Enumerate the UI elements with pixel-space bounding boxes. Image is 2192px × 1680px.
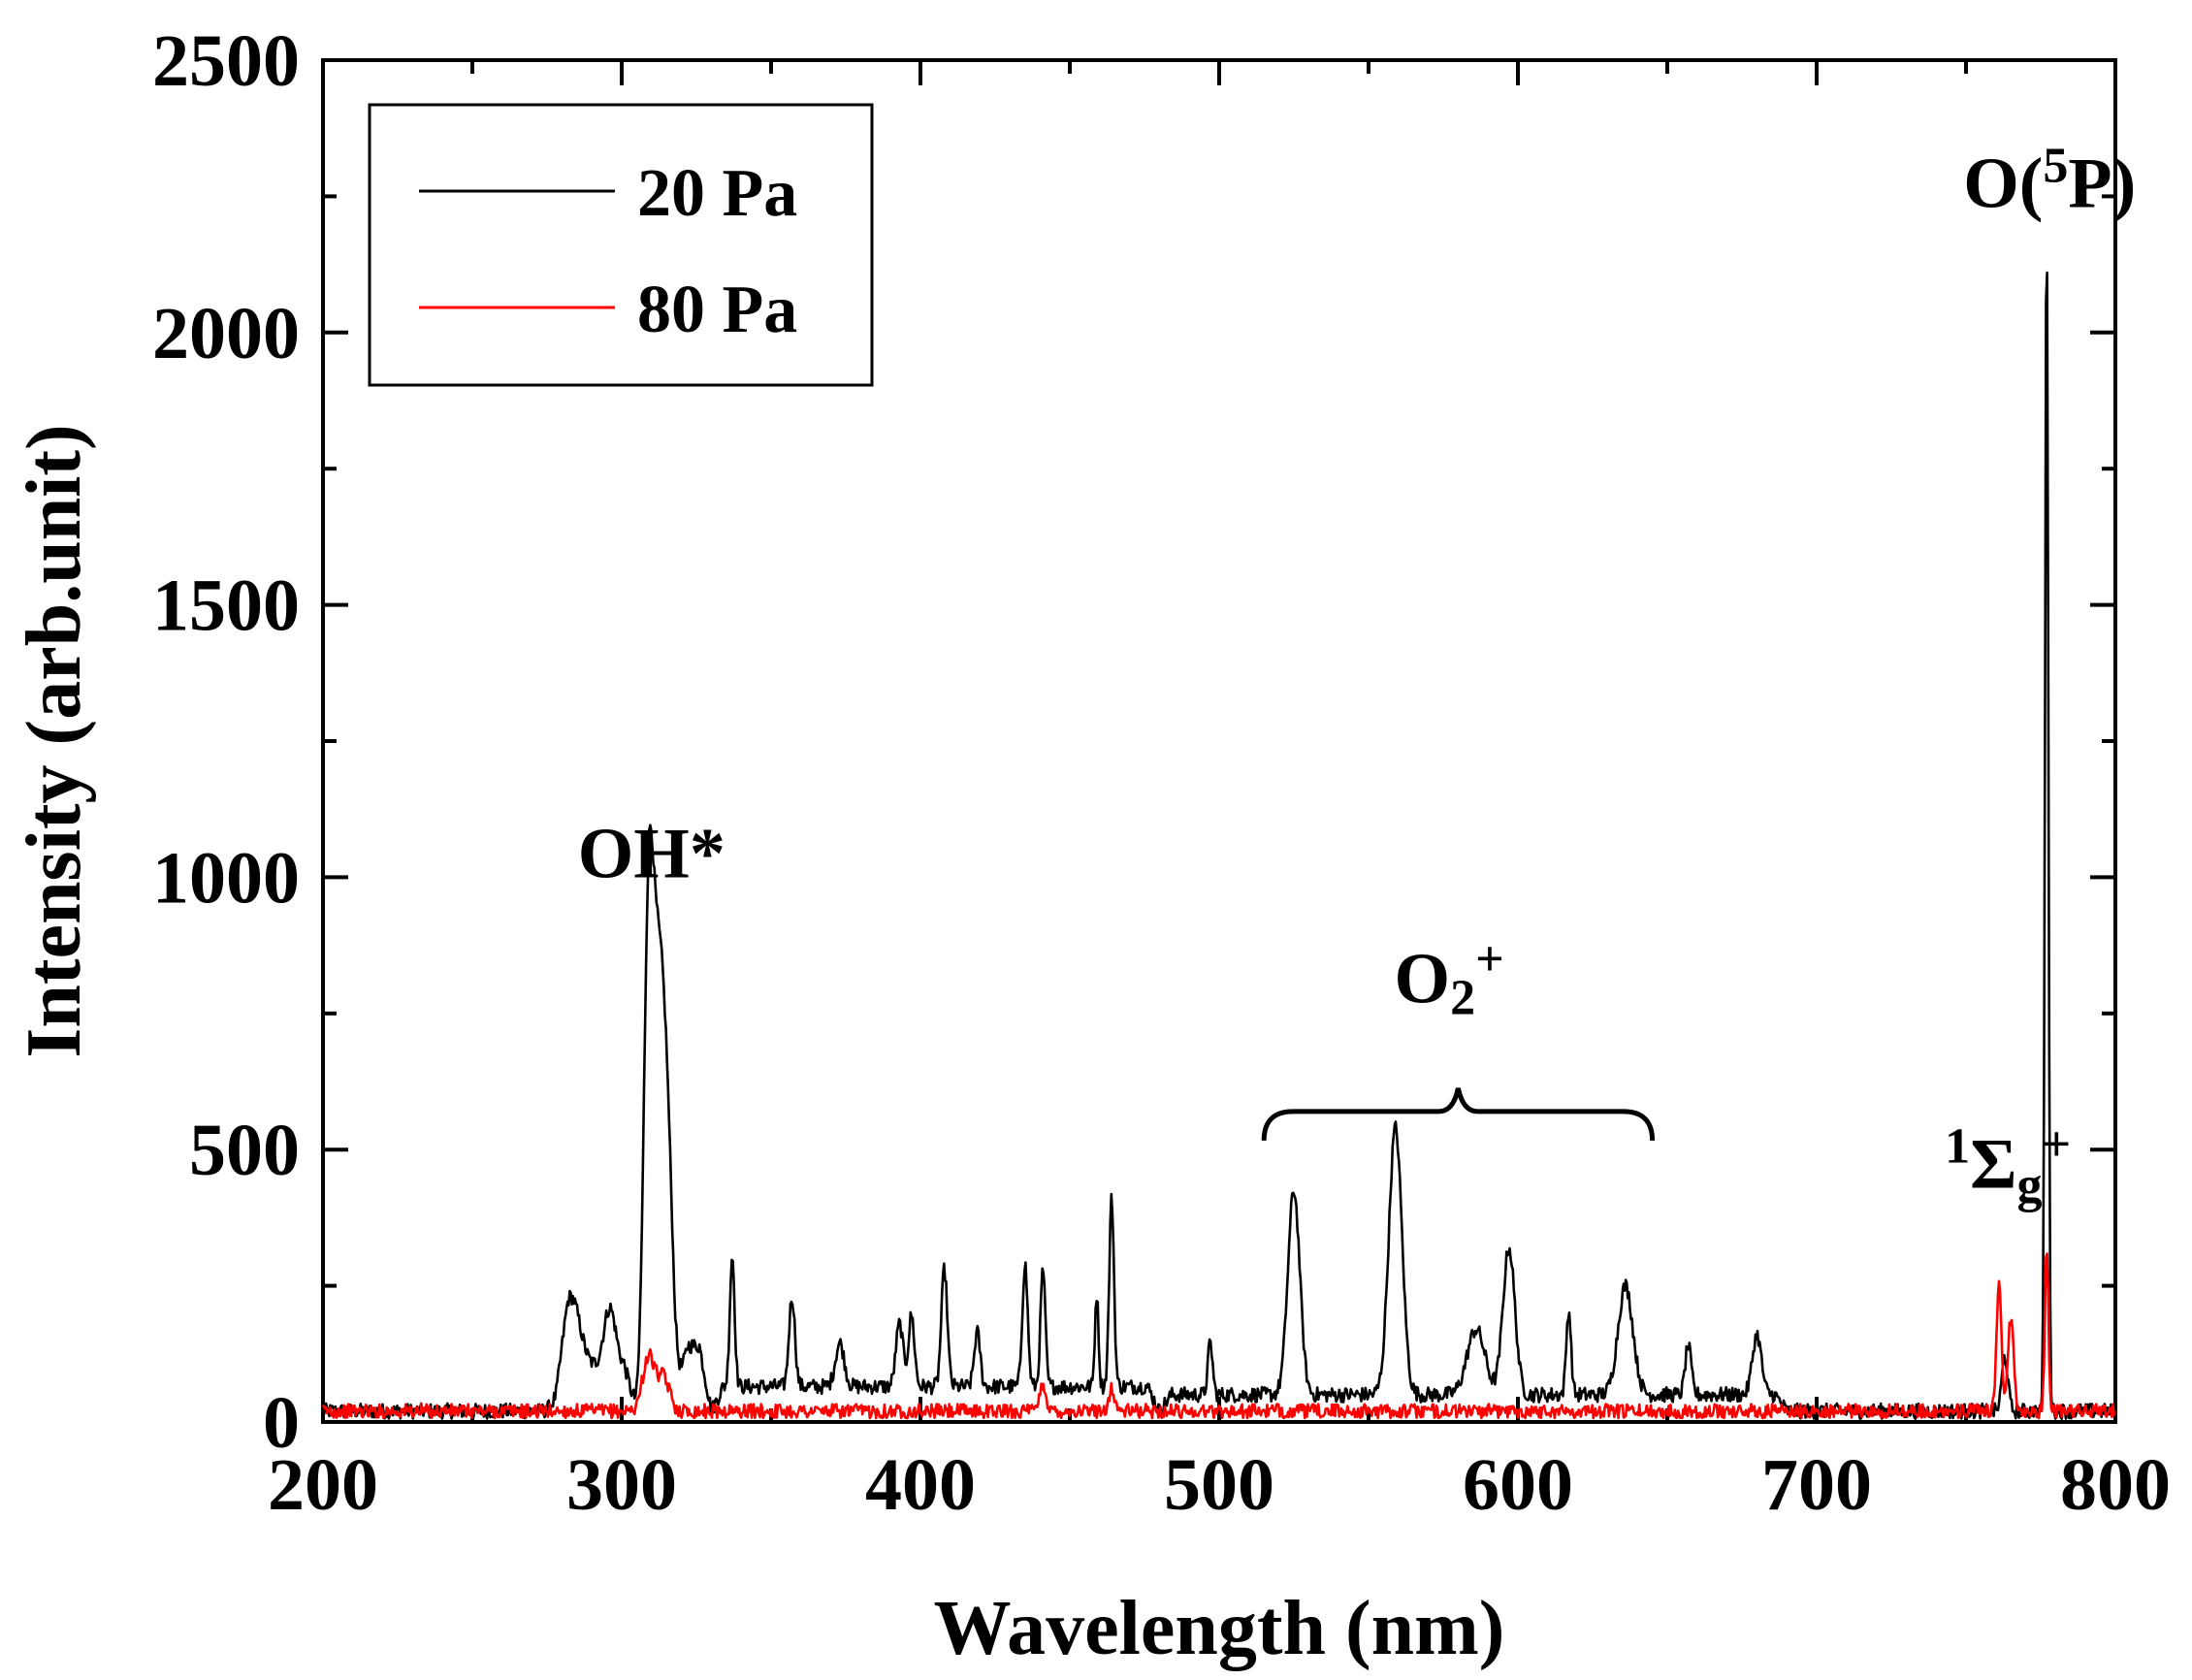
y-tick-label: 1000 — [152, 837, 300, 919]
legend-label-80pa: 80 Pa — [637, 273, 797, 347]
x-tick-label: 700 — [1761, 1444, 1872, 1526]
annotation-sigma: 1Σg+ — [1945, 1117, 2071, 1213]
legend-box — [368, 103, 874, 387]
y-tick-label: 2000 — [152, 293, 300, 374]
y-tick-label: 500 — [189, 1110, 300, 1191]
annotation-o2plus: O2+ — [1395, 932, 1504, 1026]
y-tick-label: 0 — [263, 1382, 300, 1464]
y-tick-label: 1500 — [152, 565, 300, 647]
x-tick-label: 500 — [1164, 1444, 1274, 1526]
y-axis-title: Intensity (arb.unit) — [12, 424, 97, 1057]
annotation-o5p-text: O( — [1963, 145, 2043, 224]
annotation-oh-text: OH* — [578, 814, 725, 893]
legend-label-20pa: 20 Pa — [637, 156, 797, 231]
annotation-sigma-text: Σ — [1970, 1125, 2016, 1205]
series-layer — [321, 271, 2116, 1420]
x-tick-label: 600 — [1463, 1444, 1573, 1526]
tick-labels: 200 300 400 500 600 700 800 0 500 1000 1500 2000 250… — [152, 20, 2171, 1526]
o2plus-brace — [1261, 1087, 1656, 1141]
annotation-sigma-sup: + — [2042, 1117, 2071, 1173]
annotations: OH* O2+ O(5P) 1Σg+ — [578, 139, 2137, 1213]
series-line-20pa — [321, 271, 2116, 1420]
annotation-o5p-sup: 5 — [2043, 139, 2068, 194]
x-tick-label: 300 — [566, 1444, 677, 1526]
x-axis-title: Wavelength (nm) — [934, 1586, 1505, 1671]
legend: 20 Pa 80 Pa — [368, 103, 874, 387]
annotation-sigma-sub: g — [2016, 1158, 2042, 1213]
annotation-o5p-after: P) — [2068, 145, 2136, 224]
annotation-o2plus-text: O — [1395, 940, 1451, 1019]
y-tick-label: 2500 — [152, 20, 300, 102]
annotation-sigma-presup: 1 — [1945, 1119, 1970, 1175]
annotation-o5p: O(5P) — [1963, 139, 2136, 224]
x-tick-label: 200 — [268, 1444, 378, 1526]
series-line-80pa — [321, 1252, 2116, 1420]
annotation-oh: OH* — [578, 814, 725, 893]
annotation-o2plus-sub: 2 — [1450, 971, 1475, 1026]
x-tick-label: 800 — [2060, 1444, 2171, 1526]
x-tick-label: 400 — [865, 1444, 976, 1526]
axis-ticks — [321, 58, 2117, 1424]
annotation-o2plus-sup: + — [1475, 932, 1504, 987]
